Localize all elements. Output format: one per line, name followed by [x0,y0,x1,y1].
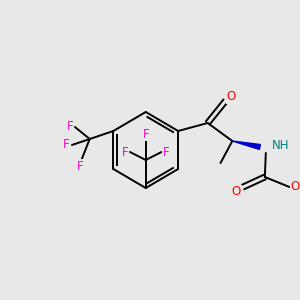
Polygon shape [232,141,260,149]
Text: NH: NH [272,140,289,152]
Text: O: O [227,91,236,103]
Text: F: F [142,128,149,140]
Text: F: F [76,160,83,172]
Text: F: F [122,146,128,158]
Text: F: F [63,139,69,152]
Text: F: F [67,121,73,134]
Text: O: O [232,185,241,199]
Text: F: F [163,146,170,158]
Text: O: O [291,181,300,194]
